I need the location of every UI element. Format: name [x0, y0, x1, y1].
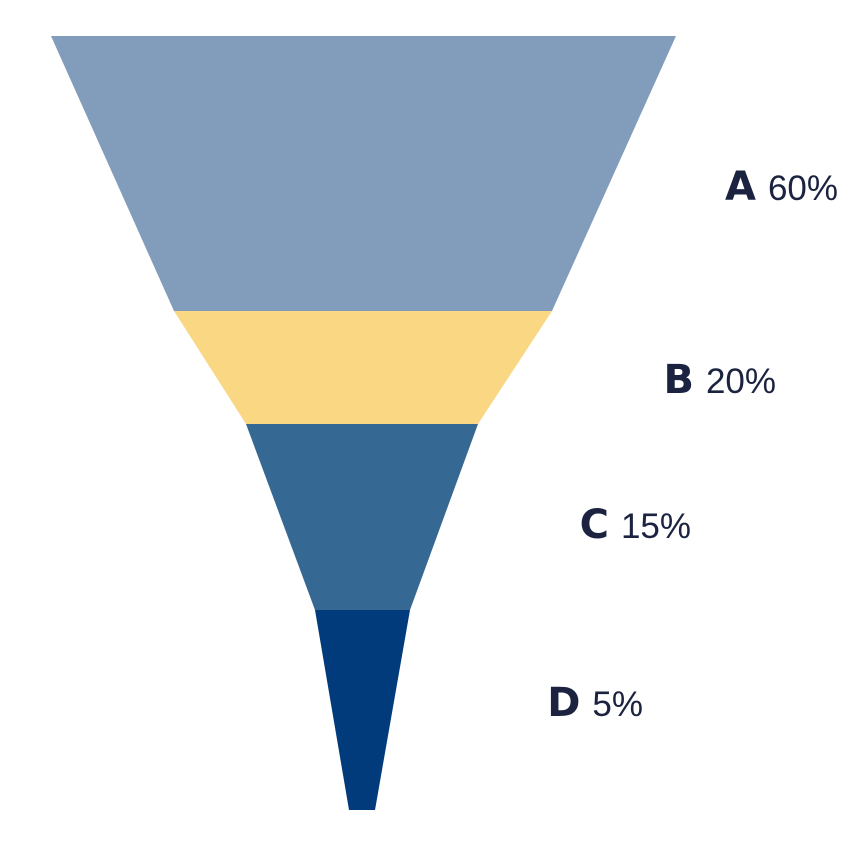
funnel-segments [51, 36, 676, 810]
stage-name: D [547, 680, 580, 726]
stage-value: 60% [768, 169, 838, 208]
funnel-label-d: D 5% [547, 680, 643, 726]
funnel-label-c: C 15% [580, 502, 691, 548]
stage-value: 5% [592, 685, 643, 724]
stage-name: B [663, 357, 694, 403]
funnel-labels: A 60% B 20% C 15% D 5% [547, 164, 838, 726]
funnel-segment-b [174, 311, 552, 424]
funnel-segment-d [315, 610, 410, 810]
funnel-label-b: B 20% [663, 357, 776, 403]
stage-name: C [580, 502, 609, 548]
stage-name: A [725, 164, 756, 210]
funnel-segment-c [246, 424, 478, 610]
funnel-label-a: A 60% [725, 164, 838, 210]
funnel-segment-a [51, 36, 676, 311]
stage-value: 20% [706, 362, 776, 401]
stage-value: 15% [621, 507, 691, 546]
